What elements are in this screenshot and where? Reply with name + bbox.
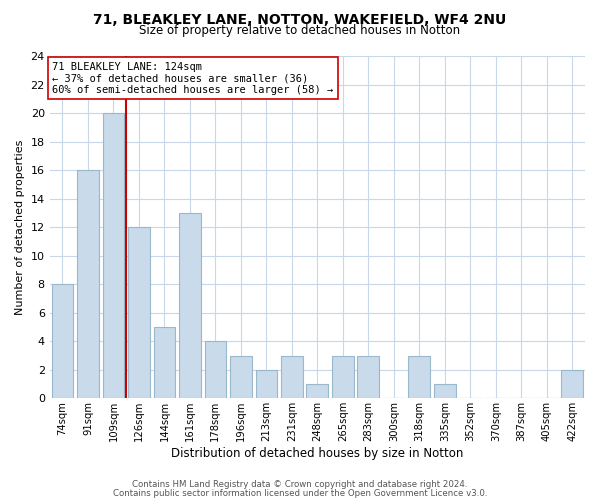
Text: Size of property relative to detached houses in Notton: Size of property relative to detached ho…: [139, 24, 461, 37]
Text: Contains HM Land Registry data © Crown copyright and database right 2024.: Contains HM Land Registry data © Crown c…: [132, 480, 468, 489]
Text: Contains public sector information licensed under the Open Government Licence v3: Contains public sector information licen…: [113, 488, 487, 498]
Bar: [307, 384, 328, 398]
Bar: [154, 327, 175, 398]
Bar: [281, 356, 302, 399]
Text: 71 BLEAKLEY LANE: 124sqm
← 37% of detached houses are smaller (36)
60% of semi-d: 71 BLEAKLEY LANE: 124sqm ← 37% of detach…: [52, 62, 334, 95]
Bar: [103, 114, 124, 399]
Text: 71, BLEAKLEY LANE, NOTTON, WAKEFIELD, WF4 2NU: 71, BLEAKLEY LANE, NOTTON, WAKEFIELD, WF…: [94, 12, 506, 26]
Bar: [230, 356, 251, 399]
X-axis label: Distribution of detached houses by size in Notton: Distribution of detached houses by size …: [171, 447, 464, 460]
Y-axis label: Number of detached properties: Number of detached properties: [15, 140, 25, 315]
Bar: [409, 356, 430, 399]
Bar: [205, 342, 226, 398]
Bar: [332, 356, 353, 399]
Bar: [562, 370, 583, 398]
Bar: [179, 213, 201, 398]
Bar: [358, 356, 379, 399]
Bar: [77, 170, 99, 398]
Bar: [52, 284, 73, 399]
Bar: [256, 370, 277, 398]
Bar: [434, 384, 455, 398]
Bar: [128, 228, 150, 398]
